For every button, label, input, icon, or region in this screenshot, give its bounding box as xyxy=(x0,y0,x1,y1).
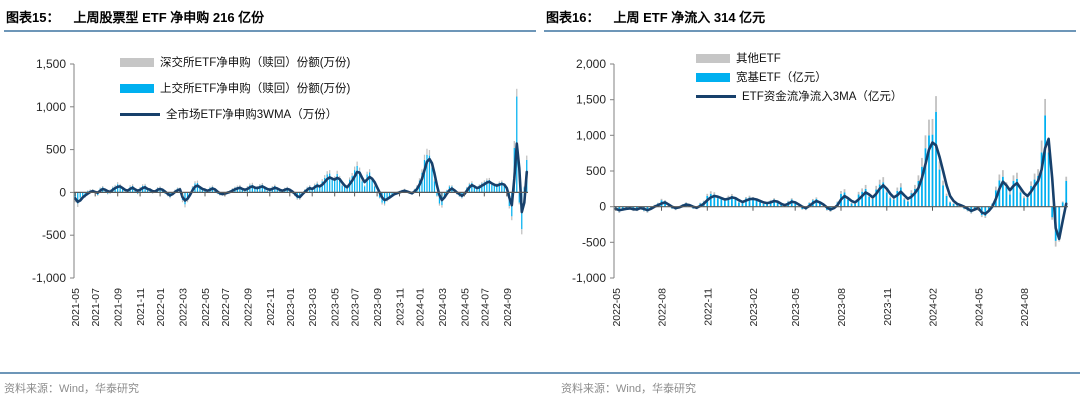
svg-text:2023-07: 2023-07 xyxy=(350,288,362,327)
legend-line-swatch xyxy=(696,94,736,98)
svg-text:2021-05: 2021-05 xyxy=(70,288,82,327)
legend-item: 深交所ETF净申购（赎回）份额(万份) xyxy=(120,54,350,70)
svg-text:2023-09: 2023-09 xyxy=(372,288,384,327)
legend-item: 上交所ETF净申购（赎回）份额(万份) xyxy=(120,80,350,96)
svg-text:2022-07: 2022-07 xyxy=(220,288,232,327)
legend-label: 全市场ETF净申购3WMA（万份） xyxy=(166,109,338,121)
chart-title-16: 图表16： 上周 ETF 净流入 314 亿元 xyxy=(544,0,1076,30)
etf-net-inflow-chart: 2,000 1,500 1,000 500 0 -500 -1,000 2022-05 2022… xyxy=(572,57,1068,327)
svg-text:2023-02: 2023-02 xyxy=(748,288,760,327)
svg-text:2022-05: 2022-05 xyxy=(200,288,212,327)
svg-text:2022-09: 2022-09 xyxy=(242,288,254,327)
svg-text:2023-08: 2023-08 xyxy=(836,288,848,327)
svg-text:2021-09: 2021-09 xyxy=(113,288,125,327)
legend-item: 全市场ETF净申购3WMA（万份） xyxy=(120,106,350,122)
svg-text:2,000: 2,000 xyxy=(576,57,606,71)
source-note-left: 资料来源：Wind，华泰研究 xyxy=(4,383,140,395)
panel-figure15: 图表15： 上周股票型 ETF 净申购 216 亿份 1,500 1,000 500 0… xyxy=(0,0,540,366)
chart-legend: 其他ETF 宽基ETF（亿元） ETF资金流净流入3MA（亿元） xyxy=(696,50,902,107)
figure-panels: 图表15： 上周股票型 ETF 净申购 216 亿份 1,500 1,000 500 0… xyxy=(0,0,1080,366)
svg-text:2024-03: 2024-03 xyxy=(437,288,449,327)
legend-label: 上交所ETF净申购（赎回）份额(万份) xyxy=(160,83,351,95)
svg-text:1,500: 1,500 xyxy=(36,57,66,71)
chart-title-text: 上周 ETF 净流入 314 亿元 xyxy=(613,10,766,25)
title-underline xyxy=(4,30,536,32)
svg-text:2024-07: 2024-07 xyxy=(479,288,491,327)
title-underline xyxy=(544,30,1076,32)
source-note-right: 资料来源：Wind，华泰研究 xyxy=(561,383,697,395)
svg-text:2023-11: 2023-11 xyxy=(882,288,894,326)
svg-text:-500: -500 xyxy=(582,235,606,249)
svg-text:2024-08: 2024-08 xyxy=(1019,288,1031,327)
chart-title-15: 图表15： 上周股票型 ETF 净申购 216 亿份 xyxy=(4,0,536,30)
svg-text:1,000: 1,000 xyxy=(576,128,606,142)
svg-text:2023-11: 2023-11 xyxy=(395,288,407,326)
legend-label: 深交所ETF净申购（赎回）份额(万份) xyxy=(160,57,351,69)
chart-area-16: 2,000 1,500 1,000 500 0 -500 -1,000 2022-05 2022… xyxy=(544,34,1076,366)
legend-line-swatch xyxy=(120,112,160,116)
legend-bar-swatch xyxy=(696,53,730,63)
chart-title-text: 上周股票型 ETF 净申购 216 亿份 xyxy=(73,10,265,25)
legend-bar-swatch xyxy=(120,57,154,67)
svg-text:500: 500 xyxy=(46,143,66,157)
chart-legend: 深交所ETF净申购（赎回）份额(万份) 上交所ETF净申购（赎回）份额(万份) 全市… xyxy=(120,54,350,132)
svg-text:-1,000: -1,000 xyxy=(32,271,66,285)
svg-text:2024-02: 2024-02 xyxy=(928,288,940,327)
svg-text:-500: -500 xyxy=(42,228,66,242)
etf-net-subscription-chart: 1,500 1,000 500 0 -500 -1,000 2021-05 2021-07 20… xyxy=(32,57,529,327)
svg-text:2024-09: 2024-09 xyxy=(502,288,514,327)
svg-text:0: 0 xyxy=(59,185,66,199)
legend-bar-swatch xyxy=(696,72,730,82)
svg-text:2021-11: 2021-11 xyxy=(135,288,147,326)
chart-title-prefix: 图表15： xyxy=(6,10,60,25)
svg-text:2023-03: 2023-03 xyxy=(307,288,319,327)
svg-text:-1,000: -1,000 xyxy=(572,271,606,285)
svg-text:2023-05: 2023-05 xyxy=(790,288,802,327)
panel-figure16: 图表16： 上周 ETF 净流入 314 亿元 2,000 1,500 1,000 50… xyxy=(540,0,1080,366)
svg-text:2022-08: 2022-08 xyxy=(657,288,669,327)
chart-title-prefix: 图表16： xyxy=(546,10,600,25)
svg-text:2022-03: 2022-03 xyxy=(178,288,190,327)
svg-text:1,000: 1,000 xyxy=(36,100,66,114)
svg-text:0: 0 xyxy=(599,200,606,214)
legend-item: 宽基ETF（亿元） xyxy=(696,69,902,85)
svg-text:2023-05: 2023-05 xyxy=(330,288,342,327)
legend-item: ETF资金流净流入3MA（亿元） xyxy=(696,88,902,104)
legend-item: 其他ETF xyxy=(696,50,902,66)
legend-label: 宽基ETF（亿元） xyxy=(736,72,827,84)
svg-text:2024-05: 2024-05 xyxy=(459,288,471,327)
svg-text:1,500: 1,500 xyxy=(576,93,606,107)
svg-text:2024-01: 2024-01 xyxy=(415,288,427,327)
svg-text:2022-11: 2022-11 xyxy=(265,288,277,326)
svg-text:2022-11: 2022-11 xyxy=(702,288,714,326)
svg-text:2023-01: 2023-01 xyxy=(285,288,297,327)
legend-label: 其他ETF xyxy=(736,53,781,65)
svg-text:500: 500 xyxy=(586,164,606,178)
svg-text:2022-05: 2022-05 xyxy=(611,288,623,327)
legend-bar-swatch xyxy=(120,83,154,93)
svg-text:2021-07: 2021-07 xyxy=(90,288,102,327)
legend-label: ETF资金流净流入3MA（亿元） xyxy=(742,91,903,103)
source-footer: 资料来源：Wind，华泰研究 资料来源：Wind，华泰研究 xyxy=(0,372,1080,402)
svg-text:2022-01: 2022-01 xyxy=(155,288,167,327)
chart-area-15: 1,500 1,000 500 0 -500 -1,000 2021-05 2021-07 20… xyxy=(4,34,536,366)
svg-text:2024-05: 2024-05 xyxy=(973,288,985,327)
